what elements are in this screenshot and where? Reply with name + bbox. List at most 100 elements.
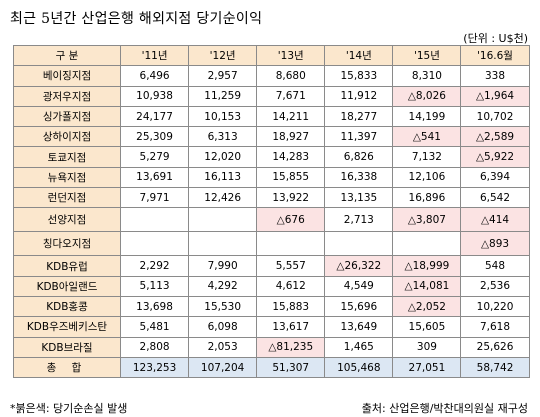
table-title: 최근 5년간 산업은행 해외지점 당기순이익 [10, 11, 263, 27]
table-row: KDB홍콩 13,698 15,530 15,883 15,696 △2,052 10,22… [13, 295, 530, 318]
value-cell [256, 231, 326, 257]
value-cell: 13,922 [256, 187, 326, 209]
value-cell: 15,605 [392, 316, 462, 338]
header-cell-2011: '11년 [119, 44, 190, 67]
table-row: 토쿄지점 5,279 12,020 14,283 6,826 7,132 △5,922 [13, 146, 530, 168]
value-cell: 25,626 [460, 336, 530, 358]
value-cell: 16,896 [392, 187, 462, 209]
value-cell: 16,113 [188, 166, 258, 189]
value-cell: 4,292 [188, 275, 258, 297]
table-row: KDB아일랜드 5,113 4,292 4,612 4,549 △14,081 2,536 [13, 275, 530, 297]
table-row: 런던지점 7,971 12,426 13,922 13,135 16,896 6,542 [13, 187, 530, 209]
value-cell: 309 [392, 336, 462, 358]
value-cell: 13,691 [119, 166, 190, 189]
value-cell: 14,211 [256, 105, 326, 128]
table-row: 선양지점 △676 2,713 △3,807 △414 [13, 207, 530, 233]
header-row: 구 분 '11년 '12년 '13년 '14년 '15년 '16.6월 [13, 44, 530, 67]
value-cell: 4,549 [324, 275, 394, 297]
value-cell: 24,177 [119, 105, 190, 128]
value-cell: △81,235 [256, 336, 326, 358]
value-cell [188, 231, 258, 257]
value-cell: 14,283 [256, 146, 326, 168]
value-cell: 15,883 [256, 295, 326, 318]
value-cell: 2,536 [460, 275, 530, 297]
value-cell [392, 231, 462, 257]
value-cell [188, 207, 258, 233]
value-cell: 2,808 [119, 336, 190, 358]
value-cell [119, 207, 190, 233]
row-label: KDB우즈베키스탄 [13, 316, 121, 338]
value-cell: 7,990 [188, 255, 258, 277]
table-body: 베이징지점 6,496 2,957 8,680 15,833 8,310 338 광저우지점 1… [13, 65, 530, 379]
value-cell: 13,617 [256, 316, 326, 338]
value-cell: 11,259 [188, 85, 258, 107]
profit-table: 구 분 '11년 '12년 '13년 '14년 '15년 '16.6월 베이징지… [13, 44, 530, 379]
row-label: 칭다오지점 [13, 231, 121, 257]
row-label: KDB브라질 [13, 336, 121, 358]
value-cell: △414 [460, 207, 530, 233]
value-cell: 5,557 [256, 255, 326, 277]
value-cell: △676 [256, 207, 326, 233]
table-row: 광저우지점 10,938 11,259 7,671 11,912 △8,026 △1,964 [13, 85, 530, 107]
table-row: 상하이지점 25,309 6,313 18,927 11,397 △541 △2,589 [13, 126, 530, 148]
total-value-cell: 51,307 [256, 356, 326, 379]
value-cell: 7,132 [392, 146, 462, 168]
value-cell: △5,922 [460, 146, 530, 168]
value-cell: 338 [460, 65, 530, 87]
value-cell: 10,220 [460, 295, 530, 318]
header-cell-2016: '16.6월 [460, 44, 530, 67]
row-label: 선양지점 [13, 207, 121, 233]
value-cell: 15,833 [324, 65, 394, 87]
value-cell: 6,313 [188, 126, 258, 148]
table-row: 싱가폴지점 24,177 10,153 14,211 18,277 14,199 10,70… [13, 105, 530, 128]
value-cell: 2,292 [119, 255, 190, 277]
value-cell: 12,106 [392, 166, 462, 189]
value-cell: 11,397 [324, 126, 394, 148]
value-cell: 2,053 [188, 336, 258, 358]
value-cell: 13,698 [119, 295, 190, 318]
value-cell: 7,618 [460, 316, 530, 338]
value-cell: 10,702 [460, 105, 530, 128]
header-cell-2014: '14년 [324, 44, 394, 67]
value-cell: 13,649 [324, 316, 394, 338]
value-cell: △18,999 [392, 255, 462, 277]
value-cell: △1,964 [460, 85, 530, 107]
value-cell: 12,426 [188, 187, 258, 209]
value-cell: 7,971 [119, 187, 190, 209]
value-cell: 5,279 [119, 146, 190, 168]
value-cell: 15,530 [188, 295, 258, 318]
total-value-cell: 107,204 [188, 356, 258, 379]
table-row: KDB우즈베키스탄 5,481 6,098 13,617 13,649 15,605 7,6… [13, 316, 530, 338]
header-cell-2015: '15년 [392, 44, 462, 67]
source-note: 출처: 산업은행/박찬대의원실 재구성 [361, 402, 528, 415]
value-cell: 5,481 [119, 316, 190, 338]
value-cell: 18,927 [256, 126, 326, 148]
table-row: 베이징지점 6,496 2,957 8,680 15,833 8,310 338 [13, 65, 530, 87]
value-cell: 15,855 [256, 166, 326, 189]
table-row: 칭다오지점 △893 [13, 231, 530, 257]
total-label: 총 합 [13, 356, 121, 379]
row-label: 뉴욕지점 [13, 166, 121, 189]
value-cell: △8,026 [392, 85, 462, 107]
total-row: 총 합 123,253 107,204 51,307 105,468 27,051 58,7… [13, 356, 530, 379]
value-cell: 6,826 [324, 146, 394, 168]
value-cell [119, 231, 190, 257]
row-label: 베이징지점 [13, 65, 121, 87]
row-label: 런던지점 [13, 187, 121, 209]
footnote: *붉은색: 당기순손실 발생 [10, 402, 128, 415]
value-cell: △14,081 [392, 275, 462, 297]
value-cell: 2,957 [188, 65, 258, 87]
value-cell: △541 [392, 126, 462, 148]
total-value-cell: 105,468 [324, 356, 394, 379]
value-cell: 10,938 [119, 85, 190, 107]
row-label: 싱가폴지점 [13, 105, 121, 128]
value-cell: 8,680 [256, 65, 326, 87]
total-value-cell: 123,253 [119, 356, 190, 379]
table-row: KDB브라질 2,808 2,053 △81,235 1,465 309 25,626 [13, 336, 530, 358]
row-label: 상하이지점 [13, 126, 121, 148]
value-cell: 25,309 [119, 126, 190, 148]
value-cell: 6,394 [460, 166, 530, 189]
value-cell: 6,542 [460, 187, 530, 209]
value-cell: 14,199 [392, 105, 462, 128]
value-cell: 4,612 [256, 275, 326, 297]
